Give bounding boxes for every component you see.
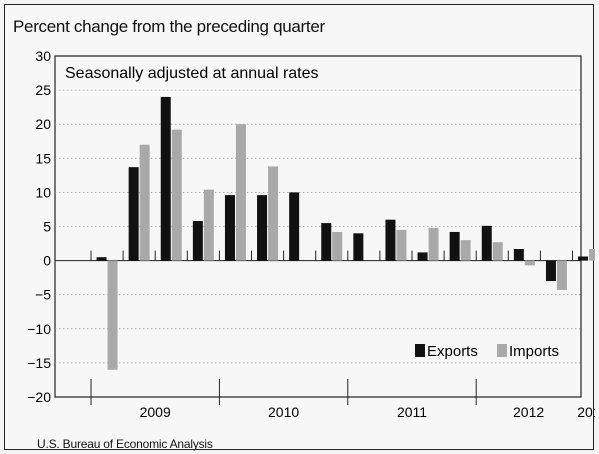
bar-imports xyxy=(589,249,595,261)
bar-exports xyxy=(481,225,492,261)
legend-swatch-imports xyxy=(497,344,507,357)
chart-frame: Percent change from the preceding quarte… xyxy=(4,4,595,451)
y-tick-label: −15 xyxy=(27,355,51,371)
bar-imports xyxy=(428,227,439,261)
bar-exports xyxy=(353,233,364,261)
bar-imports xyxy=(524,260,535,266)
legend-label-imports: Imports xyxy=(509,343,559,360)
year-label: 2011 xyxy=(397,404,427,420)
bar-exports xyxy=(96,257,107,261)
bar-exports xyxy=(160,96,171,261)
bar-exports xyxy=(545,260,556,282)
year-label: 2010 xyxy=(268,404,299,420)
page-title: Percent change from the preceding quarte… xyxy=(13,17,325,36)
bar-imports xyxy=(460,240,471,261)
y-tick-label: 5 xyxy=(43,219,51,235)
y-tick-label: 20 xyxy=(35,116,51,132)
bar-exports xyxy=(417,252,428,261)
bar-imports xyxy=(556,260,567,290)
bar-exports xyxy=(513,249,524,261)
y-tick-label: 30 xyxy=(35,48,51,64)
bar-exports xyxy=(385,219,396,261)
year-label: 2012 xyxy=(513,404,544,420)
bar-imports xyxy=(171,129,182,261)
source-note: U.S. Bureau of Economic Analysis xyxy=(37,437,213,451)
y-tick-label: 25 xyxy=(35,82,51,98)
bar-imports xyxy=(107,260,118,370)
bar-exports xyxy=(128,167,139,261)
legend-label-exports: Exports xyxy=(427,343,478,360)
y-tick-label: −5 xyxy=(35,287,51,303)
bar-exports xyxy=(192,221,203,261)
bar-exports xyxy=(289,192,300,261)
y-tick-label: 15 xyxy=(35,150,51,166)
bar-imports xyxy=(139,144,150,261)
bar-exports xyxy=(321,223,332,261)
bar-imports xyxy=(396,229,407,261)
bar-exports xyxy=(224,195,235,261)
y-tick-label: −20 xyxy=(27,389,51,405)
bar-exports xyxy=(257,195,268,261)
bar-exports xyxy=(449,231,460,261)
bar-exports xyxy=(578,256,589,261)
bar-imports xyxy=(268,166,279,261)
y-tick-label: 10 xyxy=(35,184,51,200)
bar-imports xyxy=(492,242,503,261)
legend-swatch-exports xyxy=(415,344,425,357)
year-label: 2009 xyxy=(140,404,171,420)
chart: 30 25 20 15 10 5 0 −5 −10 −15 −20 Seasonally adjust… xyxy=(27,48,595,420)
bar-imports xyxy=(332,231,343,261)
bar-imports xyxy=(203,189,214,261)
chart-subtitle: Seasonally adjusted at annual rates xyxy=(65,65,319,82)
bar-imports xyxy=(235,124,246,261)
y-tick-label: −10 xyxy=(27,321,51,337)
y-tick-label: 0 xyxy=(43,253,51,269)
year-label: 2013 xyxy=(577,404,595,420)
